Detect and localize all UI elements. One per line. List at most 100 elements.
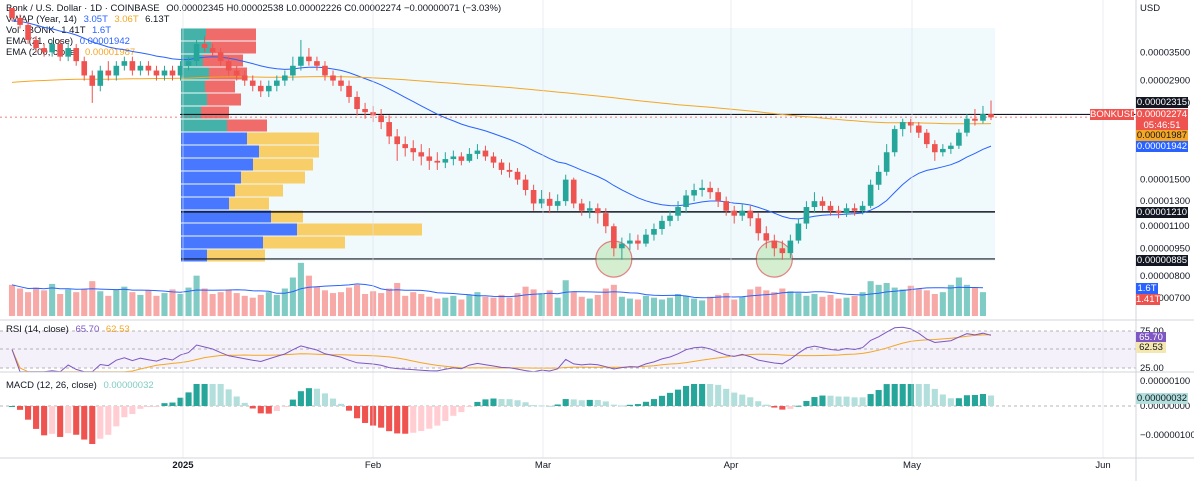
vp-row-up — [181, 93, 207, 106]
candle-body — [185, 61, 192, 66]
badge-high: 0.00002315 — [1136, 97, 1188, 108]
macd-hist-bar — [691, 384, 698, 406]
macd-hist-bar — [273, 406, 280, 412]
candle-body — [763, 233, 770, 241]
candle-body — [209, 48, 216, 53]
rsi-tick-label: 25.00 — [1140, 363, 1164, 374]
candle-body — [506, 169, 513, 172]
vp-row-up — [181, 184, 235, 197]
volume-bar — [169, 289, 176, 316]
macd-tick-label: 0.00000100 — [1140, 376, 1190, 387]
candle-body — [859, 205, 866, 211]
macd-hist-bar — [578, 400, 585, 406]
candle-body — [105, 70, 112, 76]
candle-body — [498, 162, 505, 170]
candle-body — [723, 201, 729, 211]
volume-bar — [883, 283, 890, 316]
macd-hist-bar — [658, 395, 666, 406]
volume-bar — [683, 295, 690, 316]
vp-row-up — [181, 132, 247, 145]
vwap-label: VWAP (Year, 14) — [6, 14, 77, 25]
macd-hist-bar — [931, 388, 938, 406]
candle-body — [378, 115, 384, 123]
vp-row-up — [181, 119, 227, 132]
candle-body — [282, 75, 288, 81]
volume-bar — [177, 294, 184, 316]
candle-body — [739, 210, 746, 216]
macd-hist-bar — [442, 406, 449, 422]
candle-body — [81, 61, 88, 76]
volume-bar — [891, 287, 898, 316]
month-tick-label: Jun — [1095, 460, 1110, 471]
macd-hist-bar — [89, 406, 96, 444]
candle-body — [594, 208, 601, 214]
volume-bar — [514, 293, 521, 316]
macd-hist-bar — [699, 384, 706, 406]
volume-bar — [947, 284, 954, 316]
volume-bar — [49, 283, 56, 316]
legend-rsi: RSI (14, close) 65.70 62.53 — [6, 323, 130, 336]
macd-hist-bar — [257, 406, 264, 414]
legend-ema21: EMA (21, close) 0.00001942 — [6, 35, 130, 48]
candle-body — [715, 192, 721, 202]
volume-bar — [474, 292, 481, 316]
price-tick-label: 0.00000950 — [1140, 243, 1190, 254]
volume-bar — [939, 292, 946, 316]
macd-hist-bar — [787, 406, 794, 409]
candle-body — [137, 65, 144, 71]
volume-bar — [297, 262, 304, 316]
candle-body — [274, 80, 280, 86]
macd-hist-bar — [851, 397, 858, 406]
volume-bar — [666, 297, 674, 316]
macd-tick-label: 0.00000000 — [1140, 401, 1190, 412]
candle-body — [819, 201, 826, 206]
legend-ema200: EMA (200, close) 0.00001987 — [6, 46, 135, 59]
candle-body — [940, 148, 946, 153]
macd-hist-bar — [963, 395, 970, 406]
volume-bar — [410, 292, 417, 316]
volume-bar — [105, 295, 112, 316]
legend-macd: MACD (12, 26, close) 0.00000032 — [6, 379, 154, 392]
candle-body — [514, 171, 521, 180]
vp-row-down — [207, 93, 241, 106]
candle-body — [835, 210, 842, 214]
macd-hist-bar — [225, 389, 232, 406]
candle-body — [667, 215, 673, 221]
badge-symbol: BONKUSD — [1090, 109, 1137, 120]
candle-body — [932, 144, 938, 153]
volume-bar — [16, 288, 24, 316]
macd-hist-bar — [217, 384, 224, 406]
macd-hist-bar — [434, 406, 441, 426]
macd-hist-bar — [498, 399, 505, 406]
macd-hist-bar — [209, 384, 216, 406]
candle-body — [538, 198, 545, 204]
vp-row-up — [181, 236, 263, 249]
volume-bar — [803, 295, 810, 316]
macd-hist-bar — [265, 406, 272, 414]
candle-body — [482, 150, 489, 157]
macd-hist-bar — [354, 406, 361, 419]
vp-row-down — [211, 41, 256, 54]
volume-bar — [354, 284, 361, 316]
ema200-line — [11, 76, 992, 125]
macd-hist-bar — [923, 384, 930, 406]
candle-body — [811, 201, 818, 208]
vp-row-down — [247, 132, 319, 145]
volume-bar — [65, 289, 72, 316]
volume-bar — [867, 281, 874, 316]
macd-hist-bar — [474, 401, 481, 406]
macd-hist-bar — [715, 384, 722, 406]
vp-row-down — [235, 184, 283, 197]
candle-body — [867, 184, 874, 206]
vp-row-up — [181, 210, 271, 223]
badge-support: 0.00001210 — [1136, 207, 1188, 218]
candle-body — [394, 136, 400, 145]
candle-body — [972, 118, 978, 121]
volume-bar — [418, 294, 425, 316]
candle-body — [779, 248, 786, 254]
macd-hist-bar — [65, 406, 72, 434]
volume-bar — [450, 295, 457, 316]
badge-countdown: 05:46:51 — [1136, 120, 1188, 131]
symbol-line: Bonk / U.S. Dollar · 1D · COINBASE — [6, 3, 160, 14]
